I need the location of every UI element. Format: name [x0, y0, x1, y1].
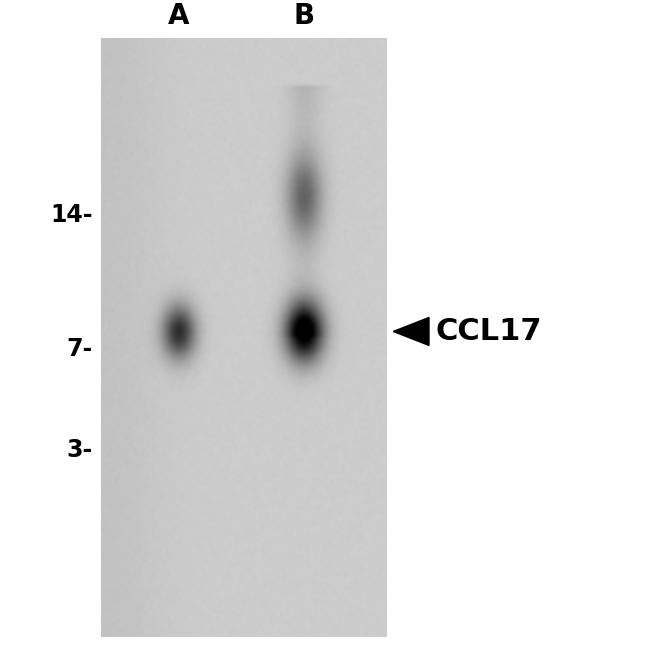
Text: CCL17: CCL17	[436, 317, 542, 346]
Text: 3-: 3-	[67, 438, 93, 462]
Text: A: A	[168, 3, 190, 30]
Polygon shape	[393, 318, 429, 346]
Text: 14-: 14-	[51, 203, 93, 227]
Text: B: B	[294, 3, 315, 30]
Text: 7-: 7-	[67, 337, 93, 361]
